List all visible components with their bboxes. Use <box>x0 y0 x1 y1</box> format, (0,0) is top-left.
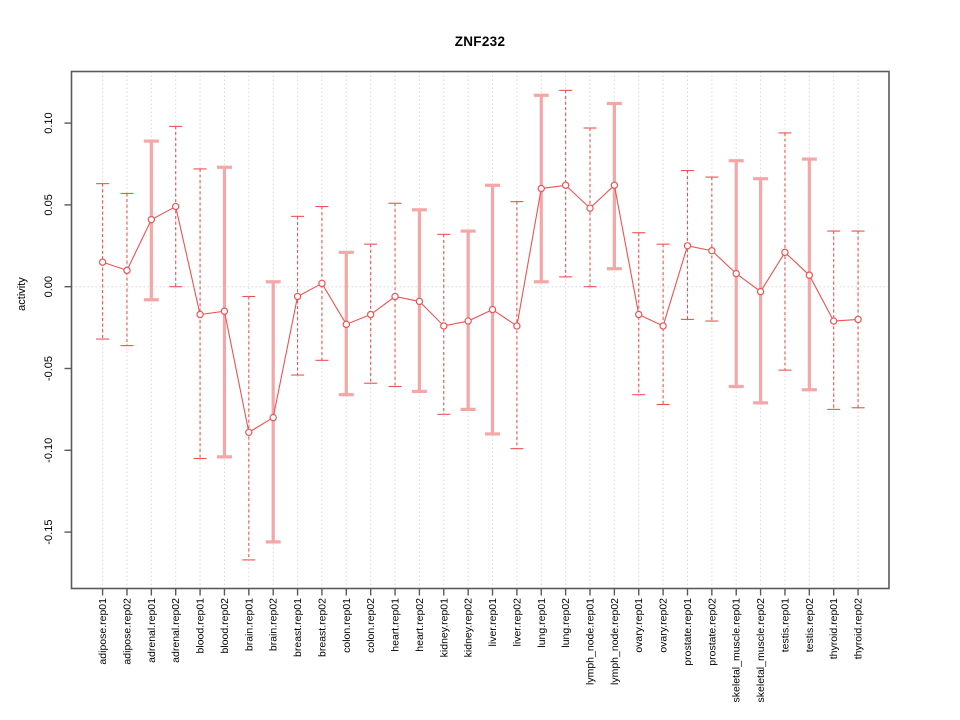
data-point-marker <box>464 317 472 325</box>
x-tick-label: adrenal.rep01 <box>146 598 158 663</box>
data-point-marker <box>683 242 692 250</box>
data-point-marker <box>196 310 204 319</box>
x-tick-label: brain.rep02 <box>268 598 280 651</box>
y-tick-label: 0.00 <box>43 276 55 297</box>
data-point-marker <box>561 181 570 189</box>
x-tick-label: brain.rep01 <box>243 598 255 651</box>
data-point-marker <box>513 322 521 330</box>
data-point-marker <box>610 181 619 189</box>
x-tick-label: testis.rep01 <box>779 598 791 652</box>
x-tick-label: adipose.rep02 <box>121 598 133 665</box>
data-point-marker <box>440 322 448 330</box>
chart-title: ZNF232 <box>454 34 506 49</box>
x-tick-label: ovary.rep02 <box>658 598 670 653</box>
data-point-marker <box>123 266 131 275</box>
series-line <box>102 184 859 434</box>
data-point-marker <box>708 247 716 255</box>
data-point-marker <box>269 413 277 422</box>
x-tick-label: ovary.rep01 <box>633 598 645 653</box>
data-point-marker <box>147 215 156 224</box>
data-point-marker <box>293 292 302 301</box>
data-point-marker <box>488 305 497 314</box>
x-tick-label: lymph_node.rep01 <box>585 598 597 685</box>
y-tick-label: -0.15 <box>43 520 55 545</box>
data-point-marker <box>172 202 180 211</box>
x-tick-label: adrenal.rep02 <box>170 598 182 663</box>
x-tick-label: adipose.rep01 <box>97 598 109 665</box>
x-tick-label: colon.rep01 <box>341 598 353 653</box>
y-tick-label: 0.05 <box>43 194 55 215</box>
x-tick-label: blood.rep01 <box>195 598 207 654</box>
data-point-marker <box>318 279 326 288</box>
x-tick-label: kidney.rep01 <box>438 598 450 658</box>
y-tick-label: 0.10 <box>43 112 55 133</box>
data-point-marker <box>537 184 545 193</box>
data-point-marker <box>586 204 594 212</box>
x-tick-label: skeletal_muscle.rep02 <box>755 598 767 703</box>
x-tick-label: heart.rep01 <box>390 598 402 652</box>
x-tick-label: kidney.rep02 <box>463 598 475 658</box>
data-point-marker <box>391 292 399 301</box>
data-point-marker <box>98 258 107 266</box>
x-tick-label: heart.rep02 <box>414 598 426 652</box>
x-tick-label: thyroid.rep01 <box>828 598 840 659</box>
x-tick-label: lymph_node.rep02 <box>609 598 621 685</box>
x-tick-label: thyroid.rep02 <box>853 598 865 659</box>
data-point-marker <box>415 297 424 306</box>
plot-frame <box>70 70 890 590</box>
data-point-marker <box>830 317 838 325</box>
x-tick-label: liver.rep01 <box>487 598 499 647</box>
x-tick-label: breast.rep01 <box>292 598 304 657</box>
x-tick-label: skeletal_muscle.rep01 <box>731 598 743 703</box>
data-point-marker <box>854 315 862 324</box>
y-tick-label: -0.05 <box>43 356 55 381</box>
y-axis-label: activity <box>16 277 28 311</box>
data-point-marker <box>366 310 375 319</box>
data-point-marker <box>342 320 350 329</box>
x-tick-label: liver.rep02 <box>511 598 523 647</box>
x-tick-label: prostate.rep02 <box>706 598 718 666</box>
x-tick-label: blood.rep02 <box>219 598 231 654</box>
data-point-marker <box>732 269 740 278</box>
x-tick-label: prostate.rep01 <box>682 598 694 666</box>
x-tick-label: lung.rep02 <box>560 598 572 648</box>
data-point-marker <box>635 310 643 319</box>
x-tick-label: breast.rep02 <box>316 598 328 657</box>
x-tick-label: colon.rep02 <box>365 598 377 653</box>
data-point-marker <box>659 322 667 330</box>
data-point-marker <box>220 307 229 315</box>
data-point-marker <box>805 271 814 279</box>
data-point-marker <box>781 248 789 257</box>
data-point-marker <box>756 287 765 296</box>
y-tick-label: -0.10 <box>43 438 55 463</box>
data-point-marker <box>245 428 253 437</box>
x-tick-label: testis.rep02 <box>804 598 816 652</box>
x-tick-label: lung.rep01 <box>536 598 548 648</box>
